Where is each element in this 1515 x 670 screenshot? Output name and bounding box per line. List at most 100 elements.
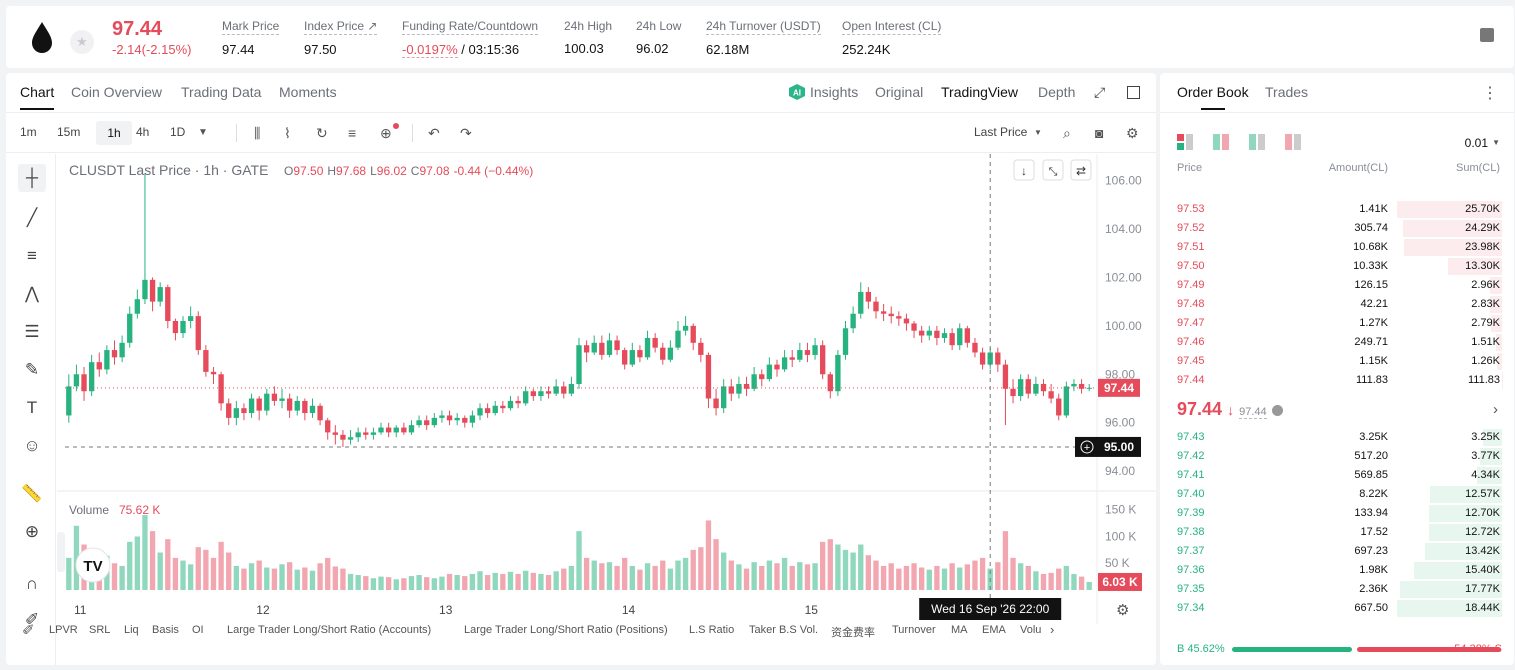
bid-row[interactable]: 97.42 517.20 3.77K	[1160, 447, 1514, 466]
text-tool-icon[interactable]: T	[26, 398, 38, 417]
ask-row[interactable]: 97.51 10.68K 23.98K	[1160, 238, 1514, 257]
ask-row[interactable]: 97.50 10.33K 13.30K	[1160, 257, 1514, 276]
scroll-down-button[interactable]	[1013, 159, 1035, 181]
indicator-turnover[interactable]: Turnover	[892, 624, 936, 636]
indicator-oi[interactable]: OI	[192, 624, 204, 636]
indicator-ma[interactable]: MA	[951, 624, 968, 636]
bid-row[interactable]: 97.40 8.22K 12.57K	[1160, 485, 1514, 504]
fib-icon[interactable]: ☰	[24, 322, 40, 341]
funding-countdown: / 03:15:36	[461, 42, 520, 57]
book-both-icon[interactable]	[1177, 134, 1193, 150]
tf-1m[interactable]: 1m	[20, 125, 37, 139]
precision-select[interactable]: 0.01	[1464, 136, 1488, 150]
fullscreen-icon[interactable]	[1127, 86, 1140, 99]
bid-row[interactable]: 97.34 667.50 18.44K	[1160, 599, 1514, 618]
tab-trading-data[interactable]: Trading Data	[181, 84, 262, 100]
ruler-icon[interactable]: 📏	[21, 484, 43, 503]
tab-order-book[interactable]: Order Book	[1177, 84, 1249, 110]
redo-icon[interactable]: ↷	[460, 125, 472, 141]
indicator-ema[interactable]: EMA	[982, 624, 1006, 636]
indicator-basis[interactable]: Basis	[152, 624, 179, 636]
indicator-lt-positions[interactable]: Large Trader Long/Short Ratio (Positions…	[464, 624, 668, 636]
book-split-icon[interactable]	[1213, 134, 1229, 150]
crosshair-icon[interactable]: ┼	[18, 164, 46, 192]
indicator-srl[interactable]: SRL	[89, 624, 111, 636]
scroll-right-icon[interactable]: ›	[1050, 622, 1055, 637]
tf-1d[interactable]: 1D	[170, 125, 186, 139]
book-bids-icon[interactable]	[1249, 134, 1265, 150]
indicator-funding[interactable]: 资金费率	[831, 627, 875, 639]
ask-row[interactable]: 97.52 305.74 24.29K	[1160, 219, 1514, 238]
book-icon[interactable]	[1480, 28, 1494, 42]
tf-4h[interactable]: 4h	[136, 125, 150, 139]
emoji-icon[interactable]: ☺	[23, 436, 41, 455]
indicator-ls-ratio[interactable]: L.S Ratio	[689, 624, 735, 636]
horizontal-lines-icon[interactable]: ≡	[27, 246, 37, 265]
bid-row[interactable]: 97.37 697.23 13.42K	[1160, 542, 1514, 561]
bid-row[interactable]: 97.35 2.36K 17.77K	[1160, 580, 1514, 599]
chevron-right-icon[interactable]: ›	[1493, 401, 1498, 418]
chart-settings-icon[interactable]: ⚙	[1116, 602, 1130, 619]
magnet-icon[interactable]: ∩	[25, 574, 39, 593]
undo-icon[interactable]: ↶	[428, 125, 440, 141]
ask-row[interactable]: 97.44 111.83 111.83	[1160, 371, 1514, 390]
ask-row[interactable]: 97.45 1.15K 1.26K	[1160, 352, 1514, 371]
candle	[667, 340, 674, 363]
tf-15m[interactable]: 15m	[57, 125, 81, 139]
search-icon[interactable]: ⌕	[1063, 125, 1071, 141]
bid-row[interactable]: 97.39 133.94 12.70K	[1160, 504, 1514, 523]
precision-chevron-icon[interactable]: ▼	[1492, 138, 1500, 147]
tab-moments[interactable]: Moments	[279, 84, 337, 100]
indicator-liq[interactable]: Liq	[124, 624, 139, 636]
templates-icon[interactable]: ≡	[348, 125, 357, 141]
tab-depth[interactable]: Depth	[1038, 84, 1076, 100]
ask-row[interactable]: 97.46 249.71 1.51K	[1160, 333, 1514, 352]
price-chart[interactable]: 106.00 104.00 102.00 100.00 98.00 96.00 94.00 1…	[57, 154, 1156, 624]
gear-icon[interactable]: ⚙	[1126, 125, 1139, 141]
expand-icon[interactable]: ⤢	[1094, 84, 1106, 100]
tab-tradingview[interactable]: TradingView	[941, 84, 1019, 100]
price-type-select[interactable]: Last Price	[974, 125, 1028, 139]
tab-chart[interactable]: Chart	[20, 84, 55, 110]
pattern-icon[interactable]: ⋀	[25, 284, 39, 303]
add-indicator-icon[interactable]: ⊕	[380, 123, 399, 142]
tab-coin-overview[interactable]: Coin Overview	[71, 84, 163, 100]
tf-1h[interactable]: 1h	[96, 121, 132, 145]
collapse-sidebar-handle[interactable]	[57, 532, 65, 572]
bid-row[interactable]: 97.36 1.98K 15.40K	[1160, 561, 1514, 580]
pencil-bottom-icon[interactable]: ✐	[22, 622, 35, 639]
ask-row[interactable]: 97.48 42.21 2.83K	[1160, 295, 1514, 314]
svg-text:AI: AI	[793, 89, 801, 98]
plus-circle-icon[interactable]	[1080, 440, 1094, 454]
indicator-taker-vol[interactable]: Taker B.S Vol.	[749, 624, 819, 636]
candle-type-icon[interactable]: ⫼	[254, 125, 261, 141]
timeframe-dropdown-icon[interactable]: ▼	[198, 127, 208, 138]
brush-icon[interactable]: ✎	[24, 360, 40, 379]
volume-bar	[957, 567, 963, 590]
ask-row[interactable]: 97.53 1.41K 25.70K	[1160, 200, 1514, 219]
ask-row[interactable]: 97.49 126.15 2.96K	[1160, 276, 1514, 295]
indicator-lpvr[interactable]: LPVR	[49, 624, 78, 636]
indicator-lt-accounts[interactable]: Large Trader Long/Short Ratio (Accounts)	[227, 624, 432, 636]
tab-original[interactable]: Original	[875, 84, 924, 100]
indicators-icon[interactable]: ⌇	[284, 125, 291, 141]
bid-row[interactable]: 97.43 3.25K 3.25K	[1160, 428, 1514, 447]
trend-line-icon[interactable]: ╱	[26, 208, 38, 227]
bid-row[interactable]: 97.41 569.85 4.34K	[1160, 466, 1514, 485]
indicator-volume[interactable]: Volu	[1020, 624, 1042, 636]
tab-trades[interactable]: Trades	[1265, 84, 1309, 100]
ask-row[interactable]: 97.47 1.27K 2.79K	[1160, 314, 1514, 333]
pencil-icon[interactable]: ✐	[24, 610, 40, 629]
tab-insights[interactable]: Insights	[810, 84, 859, 100]
book-asks-icon[interactable]	[1285, 134, 1301, 150]
bid-row[interactable]: 97.38 17.52 12.72K	[1160, 523, 1514, 542]
camera-icon[interactable]: ◙	[1095, 125, 1104, 141]
collapse-button[interactable]	[1042, 159, 1064, 181]
more-options-icon[interactable]: ⋮	[1482, 85, 1498, 102]
favorite-star-icon[interactable]: ★	[70, 30, 94, 54]
stat-index-price[interactable]: Index Price ↗ 97.50	[304, 19, 378, 57]
swap-button[interactable]	[1070, 159, 1092, 181]
refresh-icon[interactable]: ↻	[316, 125, 328, 141]
zoom-in-icon[interactable]: ⊕	[24, 522, 40, 541]
price-type-chevron-icon[interactable]: ▼	[1034, 128, 1042, 137]
